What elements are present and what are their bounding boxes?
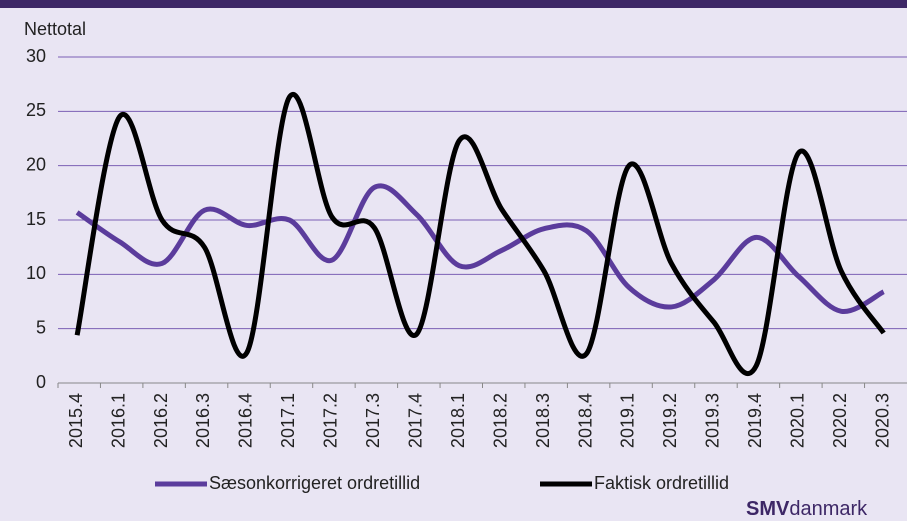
x-tick-label: 2018.2 (490, 393, 510, 448)
legend-label: Faktisk ordretillid (594, 473, 729, 493)
x-tick-label: 2018.4 (575, 393, 595, 448)
x-tick-label: 2020.1 (788, 393, 808, 448)
x-tick-label: 2019.3 (703, 393, 723, 448)
y-axis-label: Nettotal (24, 19, 86, 39)
top-bar (0, 0, 907, 8)
x-tick-label: 2020.2 (830, 393, 850, 448)
logo-bold: SMV (746, 498, 790, 520)
x-tick-label: 2019.1 (618, 393, 638, 448)
y-tick-label: 30 (26, 46, 46, 66)
x-tick-label: 2017.1 (278, 393, 298, 448)
logo-rest: danmark (789, 498, 868, 520)
x-tick-label: 2020.3 (872, 393, 892, 448)
series-line (75, 183, 885, 314)
y-tick-label: 25 (26, 100, 46, 120)
logo: SMVdanmark (746, 498, 868, 520)
y-tick-label: 0 (36, 372, 46, 392)
x-tick-label: 2016.2 (151, 393, 171, 448)
x-tick-label: 2016.4 (236, 393, 256, 448)
y-tick-label: 15 (26, 209, 46, 229)
y-tick-label: 10 (26, 263, 46, 283)
x-tick-label: 2016.3 (193, 393, 213, 448)
x-tick-label: 2017.2 (321, 393, 341, 448)
legend-label: Sæsonkorrigeret ordretillid (209, 473, 420, 493)
x-tick-label: 2018.3 (533, 393, 553, 448)
x-tick-label: 2018.1 (448, 393, 468, 448)
y-tick-label: 5 (36, 317, 46, 337)
x-tick-label: 2019.2 (660, 393, 680, 448)
x-tick-label: 2015.4 (66, 393, 86, 448)
x-tick-label: 2019.4 (745, 393, 765, 448)
x-tick-label: 2017.3 (363, 393, 383, 448)
x-tick-label: 2017.4 (405, 393, 425, 448)
y-tick-label: 20 (26, 154, 46, 174)
series-line (74, 91, 886, 377)
x-tick-label: 2016.1 (108, 393, 128, 448)
